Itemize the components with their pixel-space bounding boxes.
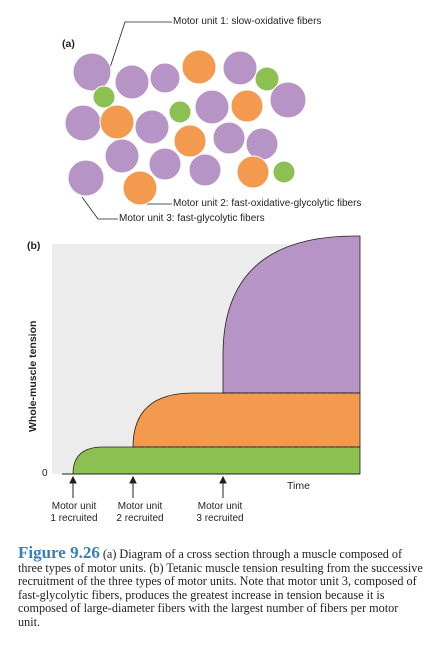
area-motor-unit-3 bbox=[222, 235, 361, 394]
fiber-group bbox=[64, 49, 307, 206]
muscle-cross-section bbox=[64, 21, 307, 220]
fiber-fast-glycolytic bbox=[64, 104, 102, 142]
fiber-fast-glycolytic bbox=[149, 62, 181, 94]
figure-caption: Figure 9.26 (a) Diagram of a cross sectio… bbox=[18, 543, 423, 630]
leader-line-unit3 bbox=[81, 196, 118, 220]
panel-a-tag: (a) bbox=[62, 38, 75, 50]
recruit-unit2-line2: 2 recruited bbox=[116, 513, 164, 524]
caption-title: Figure 9.26 bbox=[18, 543, 100, 562]
label-motor-unit-1: Motor unit 1: slow-oxidative fibers bbox=[173, 16, 322, 27]
caption-text: (a) Diagram of a cross section through a… bbox=[18, 547, 423, 629]
fiber-fast-glycolytic bbox=[245, 127, 279, 161]
arrow-unit2-icon bbox=[129, 475, 137, 484]
fiber-fast-glycolytic bbox=[269, 81, 307, 119]
recruit-label-unit1: Motor unit 1 recruited bbox=[34, 501, 114, 525]
x-axis-label: Time bbox=[287, 480, 310, 492]
recruit-unit1-line1: Motor unit bbox=[51, 501, 97, 512]
fiber-fast-oxidative-glycolytic bbox=[181, 49, 217, 85]
fiber-fast-glycolytic bbox=[194, 89, 230, 125]
tension-chart bbox=[52, 235, 361, 498]
label-motor-unit-2: Motor unit 2: fast-oxidative-glycolytic … bbox=[173, 198, 362, 209]
fiber-fast-oxidative-glycolytic bbox=[173, 124, 207, 158]
fiber-slow-oxidative bbox=[92, 85, 116, 109]
fiber-fast-glycolytic bbox=[67, 159, 105, 197]
panel-b-tag: (b) bbox=[27, 240, 41, 252]
fiber-fast-glycolytic bbox=[222, 50, 258, 86]
recruit-label-unit3: Motor unit 3 recruited bbox=[180, 501, 260, 525]
fiber-fast-glycolytic bbox=[188, 153, 222, 187]
recruit-label-unit2: Motor unit 2 recruited bbox=[100, 501, 180, 525]
recruit-unit3-line1: Motor unit bbox=[197, 501, 243, 512]
area-motor-unit-2 bbox=[132, 392, 361, 448]
fiber-slow-oxidative bbox=[168, 100, 192, 124]
fiber-fast-oxidative-glycolytic bbox=[236, 155, 270, 189]
arrow-unit3-icon bbox=[219, 475, 227, 484]
fiber-fast-glycolytic bbox=[104, 138, 140, 174]
fiber-fast-oxidative-glycolytic bbox=[230, 89, 264, 123]
fiber-fast-glycolytic bbox=[134, 109, 170, 145]
fiber-fast-oxidative-glycolytic bbox=[99, 104, 135, 140]
area-motor-unit-1 bbox=[72, 446, 361, 475]
fiber-fast-glycolytic bbox=[212, 121, 246, 155]
arrow-unit1-icon bbox=[69, 475, 77, 484]
label-motor-unit-3: Motor unit 3: fast-glycolytic fibers bbox=[119, 213, 265, 224]
fiber-slow-oxidative bbox=[254, 66, 280, 92]
recruit-unit2-line1: Motor unit bbox=[117, 501, 163, 512]
fiber-fast-glycolytic bbox=[114, 64, 150, 100]
fiber-slow-oxidative bbox=[272, 160, 296, 184]
fiber-fast-oxidative-glycolytic bbox=[122, 170, 158, 206]
fiber-fast-glycolytic bbox=[148, 147, 182, 181]
recruit-unit1-line2: 1 recruited bbox=[50, 513, 98, 524]
recruit-unit3-line2: 3 recruited bbox=[196, 513, 244, 524]
fiber-fast-glycolytic bbox=[72, 52, 112, 92]
zero-label: 0 bbox=[42, 468, 48, 479]
